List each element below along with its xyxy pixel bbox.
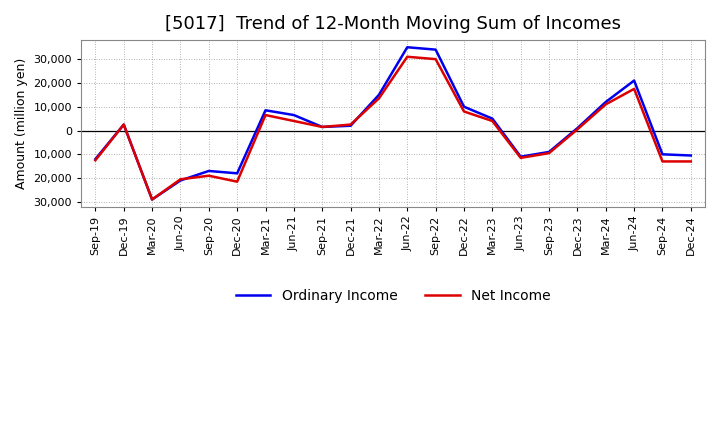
Net Income: [573, 127, 582, 132]
Net Income: [120, 122, 128, 127]
Ordinary Income: [686, 153, 695, 158]
Net Income: [318, 125, 327, 130]
Legend: Ordinary Income, Net Income: Ordinary Income, Net Income: [230, 283, 556, 308]
Ordinary Income: [459, 104, 468, 110]
Ordinary Income: [516, 154, 525, 159]
Ordinary Income: [120, 122, 128, 127]
Net Income: [374, 96, 383, 101]
Net Income: [233, 179, 241, 184]
Net Income: [176, 176, 185, 182]
Net Income: [658, 159, 667, 164]
Line: Ordinary Income: Ordinary Income: [95, 47, 690, 199]
Net Income: [403, 54, 412, 59]
Net Income: [91, 158, 99, 163]
Y-axis label: Amount (million yen): Amount (million yen): [15, 58, 28, 189]
Line: Net Income: Net Income: [95, 57, 690, 199]
Ordinary Income: [233, 171, 241, 176]
Net Income: [545, 150, 554, 156]
Ordinary Income: [431, 47, 440, 52]
Net Income: [346, 122, 355, 127]
Ordinary Income: [261, 108, 270, 113]
Ordinary Income: [658, 152, 667, 157]
Net Income: [601, 102, 610, 107]
Net Income: [289, 118, 298, 124]
Net Income: [204, 173, 213, 178]
Net Income: [488, 118, 497, 124]
Net Income: [686, 159, 695, 164]
Net Income: [459, 109, 468, 114]
Ordinary Income: [318, 125, 327, 130]
Net Income: [516, 155, 525, 161]
Ordinary Income: [289, 112, 298, 117]
Ordinary Income: [374, 92, 383, 98]
Ordinary Income: [488, 116, 497, 121]
Ordinary Income: [403, 44, 412, 50]
Ordinary Income: [148, 197, 156, 202]
Ordinary Income: [176, 178, 185, 183]
Title: [5017]  Trend of 12-Month Moving Sum of Incomes: [5017] Trend of 12-Month Moving Sum of I…: [165, 15, 621, 33]
Ordinary Income: [630, 78, 639, 83]
Ordinary Income: [601, 99, 610, 105]
Net Income: [431, 56, 440, 62]
Ordinary Income: [545, 149, 554, 154]
Net Income: [630, 86, 639, 92]
Ordinary Income: [204, 169, 213, 174]
Ordinary Income: [346, 123, 355, 128]
Ordinary Income: [91, 157, 99, 162]
Ordinary Income: [573, 125, 582, 131]
Net Income: [261, 112, 270, 117]
Net Income: [148, 197, 156, 202]
